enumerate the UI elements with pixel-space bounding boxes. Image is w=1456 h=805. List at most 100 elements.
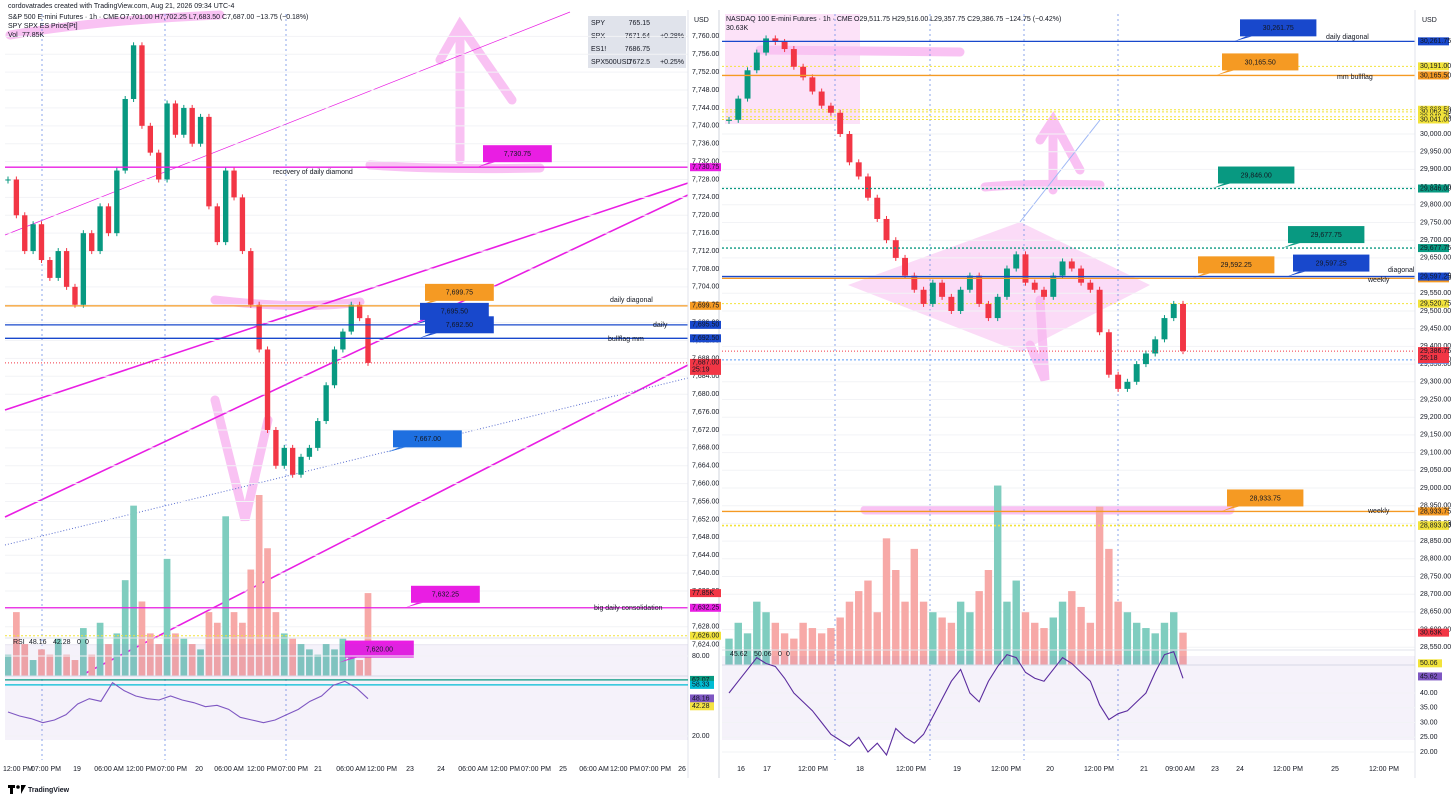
level-box [411, 585, 480, 603]
y-tick-label: 7,648.00 [692, 534, 719, 541]
candle [306, 447, 313, 457]
candle [72, 286, 78, 305]
volume-bar [247, 569, 255, 676]
y-tick-label: 28,750.00 [1420, 573, 1451, 580]
volume-bar [799, 622, 807, 665]
candle [846, 134, 853, 163]
volume-bar [331, 649, 338, 676]
callout-pointer [1282, 243, 1300, 249]
trend-line [4, 194, 689, 518]
candle [197, 116, 204, 144]
volume-bar [966, 612, 974, 665]
volume-bar [1114, 601, 1122, 665]
y-tick-label: 7,712.00 [692, 248, 719, 255]
candle [763, 38, 770, 53]
volume-bar [113, 633, 121, 676]
volume-bar [356, 660, 363, 676]
y-tick-label: 7,704.00 [692, 284, 719, 291]
rsi-tick-label: 20.00 [1420, 749, 1438, 756]
candle [966, 275, 973, 290]
rsi-line [7, 680, 369, 724]
candle [1115, 374, 1122, 389]
y-tick-label: 7,644.00 [692, 552, 719, 559]
candle [1068, 261, 1075, 269]
volume-reading: 30.63K [726, 25, 749, 32]
y-tick-label: 7,628.00 [692, 624, 719, 631]
volume-tag-label: 30.63K [1420, 630, 1443, 637]
axis-tag-label: 30,165.50 [1420, 72, 1451, 79]
y-tick-label: 29,950.00 [1420, 149, 1451, 156]
candle [63, 251, 70, 287]
rsi-tick-label: 25.00 [1420, 734, 1438, 741]
volume-bar [54, 638, 62, 676]
volume-bar [1105, 548, 1113, 665]
rsi-band [5, 644, 688, 740]
volume-bar [71, 660, 79, 676]
watch-change: +0.25% [660, 59, 684, 66]
candle [781, 41, 788, 50]
level-box [393, 430, 462, 448]
volume-bar [743, 633, 752, 665]
annotation: daily diagonal [610, 297, 653, 304]
rsi-reading: 50.06 [754, 651, 772, 658]
y-tick-label: 28,550.00 [1420, 644, 1451, 651]
y-tick-label: 7,740.00 [692, 123, 719, 130]
candle [976, 275, 983, 304]
candle [1105, 332, 1112, 375]
candle [1013, 254, 1020, 269]
level-box [345, 640, 414, 658]
y-tick-label: 29,900.00 [1420, 166, 1451, 173]
x-tick-label: 12:00 PM [247, 766, 277, 773]
candle [298, 456, 304, 475]
y-tick-label: 29,150.00 [1420, 432, 1451, 439]
annotation: daily [653, 322, 668, 329]
volume-bar [1077, 606, 1085, 665]
x-tick-label: 06:00 AM [94, 766, 124, 773]
x-tick-label: 26 [678, 766, 686, 773]
candle [105, 206, 112, 234]
volume-bar [255, 495, 263, 676]
rsi-tag-label: 42.28 [692, 703, 710, 710]
volume-bar [1012, 580, 1020, 665]
highlight [365, 160, 545, 174]
y-tick-label: 28,850.00 [1420, 538, 1451, 545]
axis-tag [690, 702, 714, 711]
level-box [1288, 226, 1365, 244]
y-tick-label: 7,724.00 [692, 194, 719, 201]
y-tick-label: 29,500.00 [1420, 308, 1451, 315]
rsi-reading: 48.16 [29, 639, 47, 646]
candle [172, 103, 179, 135]
volume-bar [956, 601, 965, 665]
plot: 7,730.75 7,699.75 7,695.50 7,692.50 7,667.00… [5, 35, 688, 676]
x-tick-label: 06:00 AM [458, 766, 488, 773]
axis-tag-label: 29,846.00 [1420, 185, 1451, 192]
x-tick-label: 12:00 PM [367, 766, 397, 773]
candle [365, 318, 371, 363]
axis-tag [690, 589, 721, 598]
rsi-tag-label: 45.62 [1420, 673, 1438, 680]
axis-tag [1418, 244, 1449, 253]
annotation: weekly [1367, 508, 1390, 515]
volume-title: Vol [8, 32, 18, 39]
volume-bar [780, 633, 789, 665]
volume-bar [88, 654, 96, 676]
level-box [1227, 489, 1304, 507]
candle [130, 45, 137, 99]
annotation: daily diagonal [1326, 34, 1369, 41]
candle [753, 52, 760, 71]
axis-tag [690, 603, 721, 612]
y-tick-label: 7,660.00 [692, 481, 719, 488]
watch-symbol: ES1! [591, 46, 606, 53]
axis-tag-label: 29,520.75 [1420, 301, 1451, 308]
candle [248, 251, 254, 305]
volume-bar [264, 548, 271, 676]
candle [231, 170, 237, 198]
axis-tag-label: 7,699.75 [692, 303, 719, 310]
level-box [425, 316, 494, 334]
candle [348, 304, 354, 332]
candle [139, 45, 145, 126]
rsi-band [722, 656, 1415, 740]
level-box-label: 30,261.75 [1263, 25, 1294, 32]
y-tick-label: 7,760.00 [692, 33, 719, 40]
x-tick-label: 24 [437, 766, 445, 773]
